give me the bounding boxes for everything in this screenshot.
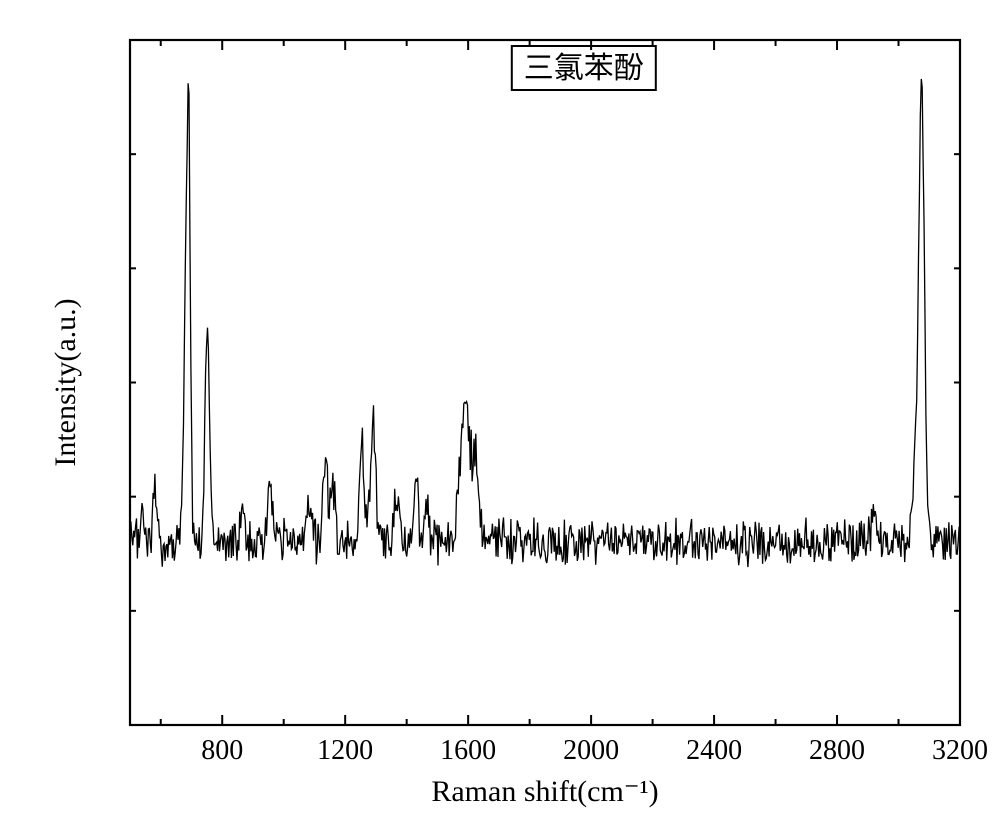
xtick-label: 800 <box>201 735 243 766</box>
y-axis-label: Intensity(a.u.) <box>49 298 82 466</box>
xtick-label: 1600 <box>440 735 496 766</box>
x-axis-label: Raman shift(cm⁻¹) <box>431 775 658 808</box>
xtick-label: 2000 <box>563 735 619 766</box>
chart-svg: 800 1200 1600 2000 2400 2800 3200 Raman shift(c… <box>0 0 1000 825</box>
xtick-label: 2400 <box>686 735 742 766</box>
legend-label: 三氯苯酚 <box>524 52 644 85</box>
xtick-label: 3200 <box>932 735 988 766</box>
xtick-label: 2800 <box>809 735 865 766</box>
xtick-label: 1200 <box>317 735 373 766</box>
raman-spectrum-chart: 800 1200 1600 2000 2400 2800 3200 Raman shift(c… <box>0 0 1000 825</box>
